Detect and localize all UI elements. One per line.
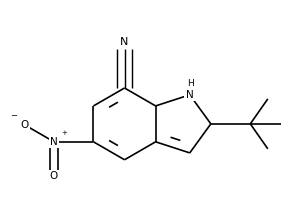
Text: O: O — [20, 120, 29, 130]
Text: O: O — [50, 171, 58, 181]
Text: H: H — [187, 79, 194, 89]
Text: +: + — [61, 130, 67, 136]
Text: N: N — [50, 137, 58, 147]
Text: N: N — [186, 90, 194, 100]
Text: N: N — [120, 37, 129, 47]
Text: −: − — [10, 111, 17, 120]
